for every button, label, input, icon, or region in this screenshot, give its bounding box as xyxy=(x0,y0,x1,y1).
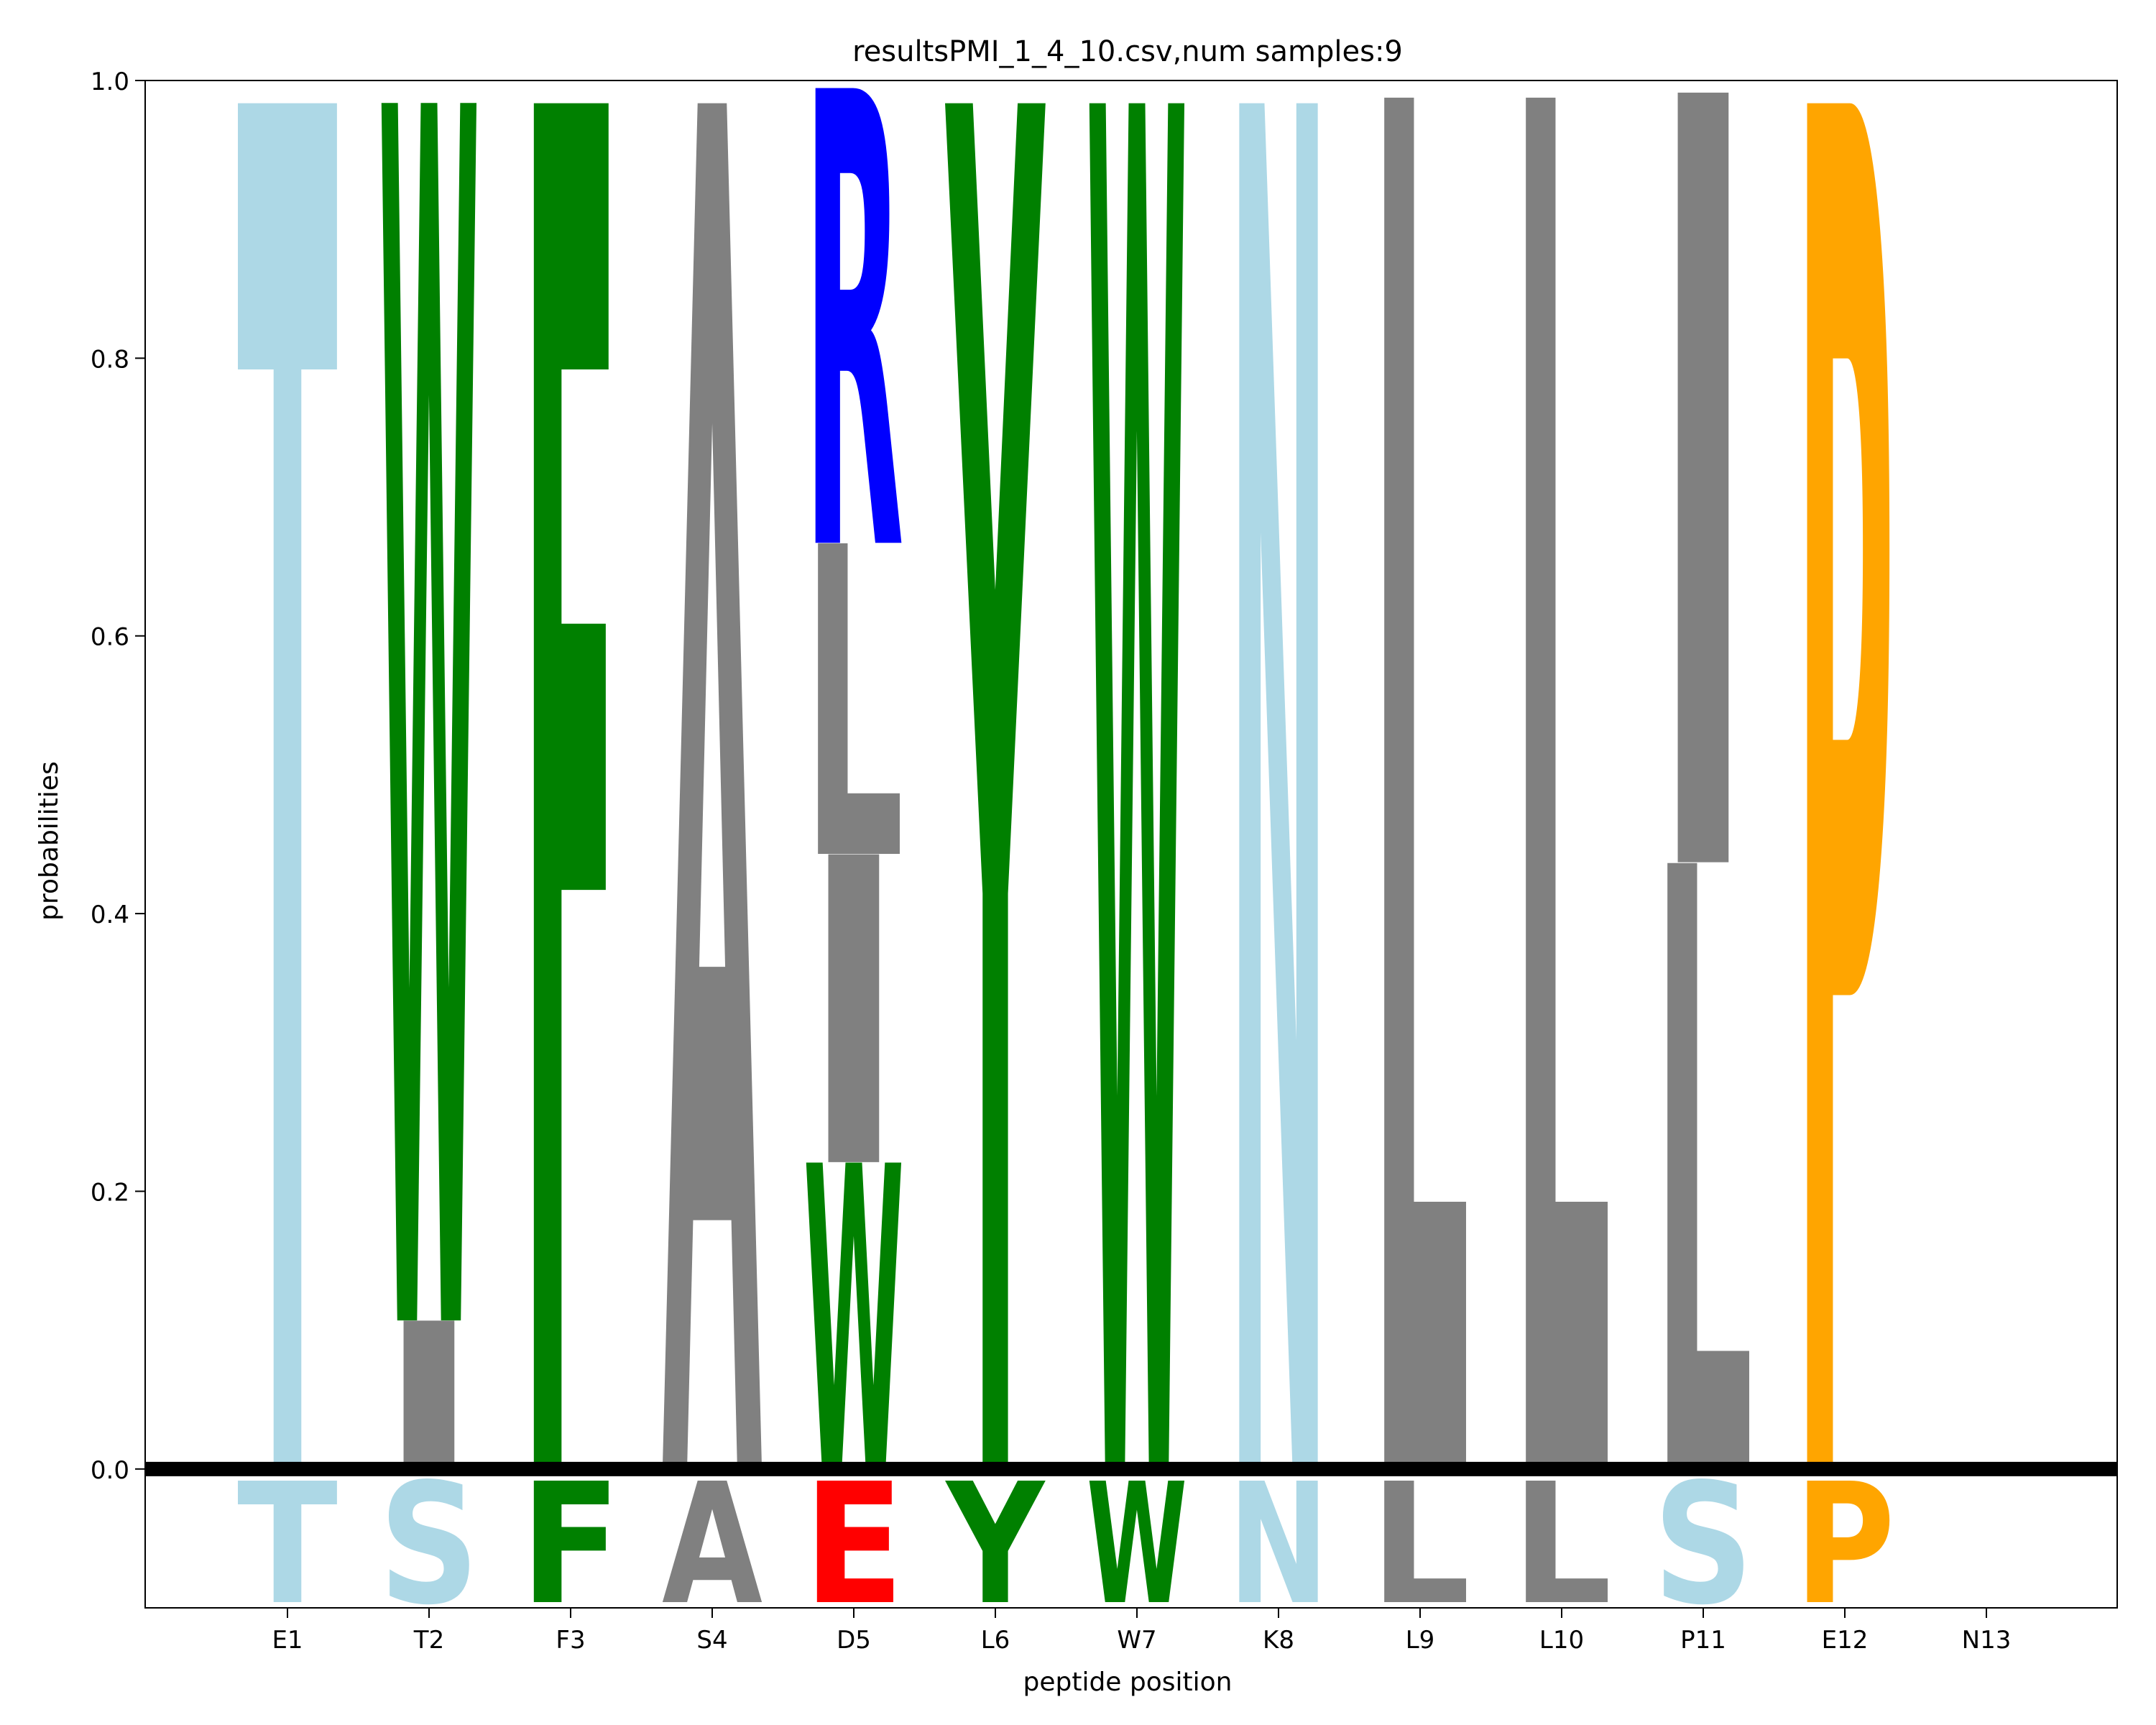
y-axis-label: probabilities xyxy=(34,761,64,921)
y-tick-label: 0.4 xyxy=(91,901,129,929)
y-tick-label: 0.0 xyxy=(91,1456,129,1485)
x-tick-label: W7 xyxy=(1117,1626,1156,1655)
x-tick-label: E1 xyxy=(272,1626,303,1655)
x-axis: E1 T2 F3 S4 D5 L6 W7 K8 L9 L10 P11 E12 N13 xyxy=(272,1608,2011,1655)
logo-letter-d5-r: R xyxy=(803,0,904,690)
x-tick-label: S4 xyxy=(696,1626,727,1655)
logo-letter-w7-w: W xyxy=(1087,0,1187,1725)
logo-letter-p11-l: L xyxy=(1653,698,1754,1665)
logo-letter-l9-l: L xyxy=(1370,0,1470,1725)
y-tick-label: 0.2 xyxy=(91,1178,129,1207)
logo-letter-e12-p: P xyxy=(1795,0,1895,1725)
logo-letter-t2-i: I xyxy=(379,1280,479,1517)
x-axis-label: peptide position xyxy=(1023,1668,1232,1697)
plot-frame xyxy=(144,80,2118,1609)
logo-letter-p11-i: I xyxy=(1653,0,1754,1111)
x-tick-label: F3 xyxy=(556,1626,585,1655)
y-axis: 0.0 0.2 0.4 0.6 0.8 1.0 xyxy=(91,68,145,1485)
logo-letter-d5-w: W xyxy=(803,1079,904,1568)
x-tick-label: D5 xyxy=(837,1626,871,1655)
logo-letter-k8-n: N xyxy=(1228,0,1329,1725)
x-tick-label: L10 xyxy=(1539,1626,1584,1655)
x-tick-label: P11 xyxy=(1680,1626,1726,1655)
x-tick-label: N13 xyxy=(1962,1626,2012,1655)
logo-letter-f3-f: F xyxy=(520,0,621,1725)
y-tick-label: 0.6 xyxy=(91,623,129,652)
x-tick-label: K8 xyxy=(1263,1626,1294,1655)
logo-letter-e1-t: T xyxy=(237,0,338,1725)
logo-letter-l6-y: Y xyxy=(944,0,1046,1725)
logo-letter-d5-i: I xyxy=(803,771,904,1263)
logo-letter-t2-w: W xyxy=(379,0,479,1715)
logo-letter-l10-l: L xyxy=(1511,0,1612,1725)
logo-letter-d5-l: L xyxy=(803,459,904,955)
y-tick-label: 1.0 xyxy=(91,68,129,96)
x-tick-label: T2 xyxy=(413,1626,444,1655)
y-tick-label: 0.8 xyxy=(91,345,129,374)
x-tick-label: L9 xyxy=(1406,1626,1435,1655)
chart-title: resultsPMI_1_4_10.csv,num samples:9 xyxy=(852,35,1403,68)
logo-letter-s4-a: A xyxy=(662,0,763,1725)
x-tick-label: E12 xyxy=(1822,1626,1869,1655)
x-tick-label: L6 xyxy=(981,1626,1010,1655)
